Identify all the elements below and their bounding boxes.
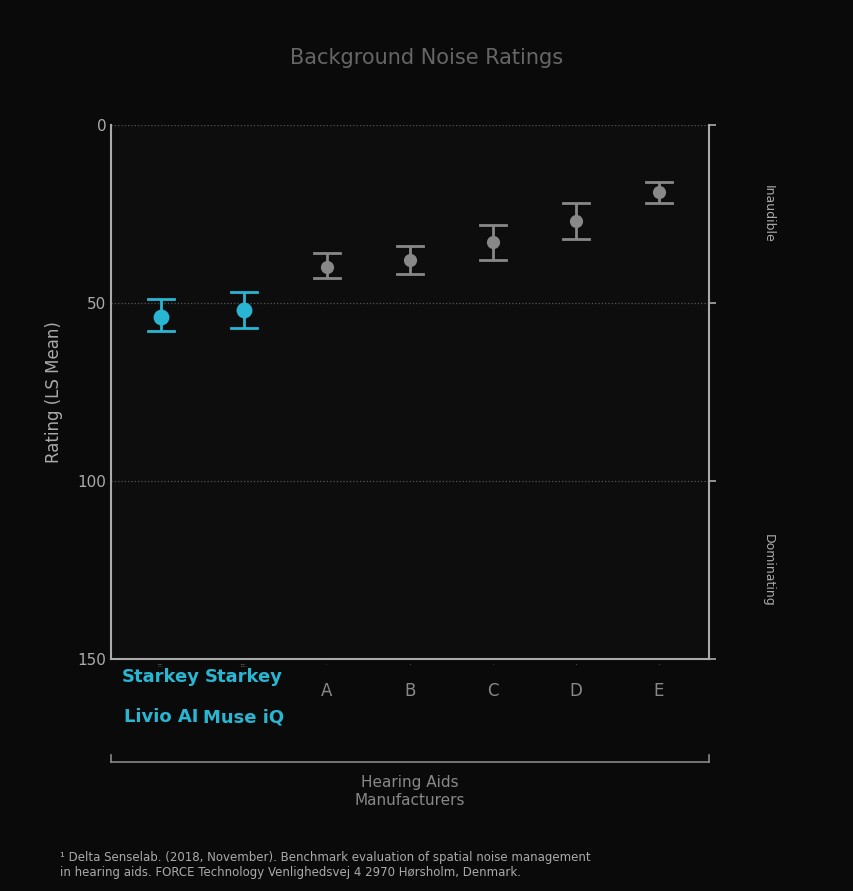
Point [237,303,251,317]
Text: Inaudible: Inaudible [761,185,775,242]
Text: Muse iQ: Muse iQ [203,708,284,726]
Text: Background Noise Ratings: Background Noise Ratings [290,48,563,68]
Text: Livio AI: Livio AI [124,708,198,726]
Text: C: C [486,682,498,699]
Point [403,253,416,267]
Text: ¹ Delta Senselab. (2018, November). Benchmark evaluation of spatial noise manage: ¹ Delta Senselab. (2018, November). Benc… [60,851,589,879]
Text: D: D [569,682,582,699]
Y-axis label: Rating (LS Mean): Rating (LS Mean) [45,321,63,463]
Text: A: A [321,682,332,699]
Text: Hearing Aids
Manufacturers: Hearing Aids Manufacturers [354,775,465,807]
Text: Starkey: Starkey [122,668,200,686]
Text: B: B [403,682,415,699]
Text: E: E [653,682,664,699]
Point [652,185,665,200]
Text: Dominating: Dominating [761,534,775,607]
Point [568,214,582,228]
Point [320,260,334,274]
Text: Starkey: Starkey [205,668,282,686]
Point [154,310,167,324]
Point [485,235,499,249]
